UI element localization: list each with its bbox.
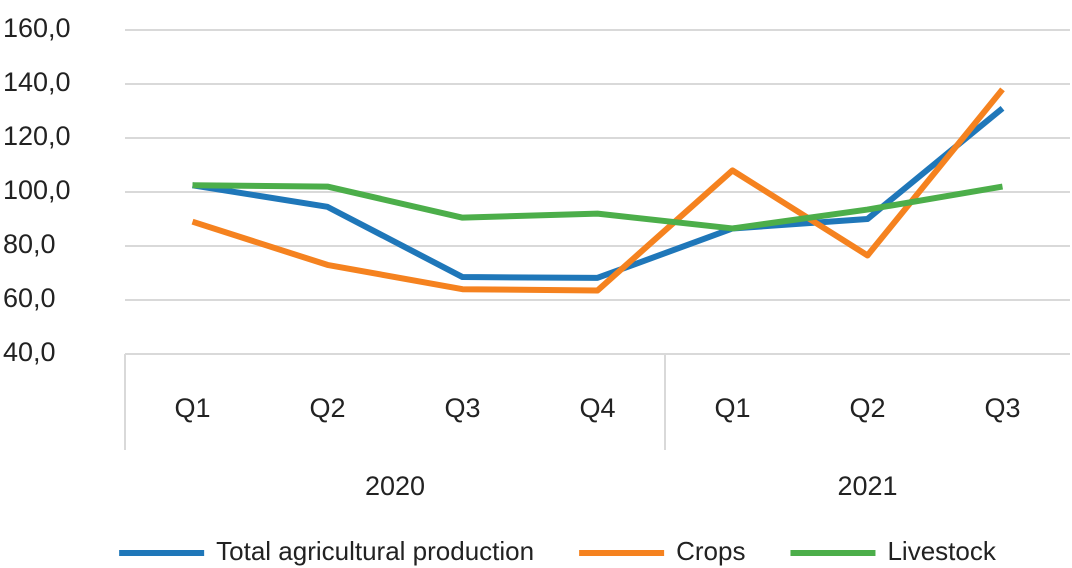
x-tick-label: Q1 bbox=[714, 393, 750, 423]
series-line bbox=[192, 182, 1004, 232]
x-tick-label: Q2 bbox=[849, 393, 885, 423]
legend-label: Total agricultural production bbox=[216, 536, 534, 566]
legend: Total agricultural production Crops Livest… bbox=[119, 536, 997, 566]
x-tick-label: Q2 bbox=[309, 393, 345, 423]
group-label: 2020 bbox=[365, 471, 425, 501]
x-tick-label: Q1 bbox=[174, 393, 210, 423]
series-line bbox=[192, 105, 1005, 281]
x-tick-label: Q4 bbox=[579, 393, 615, 423]
y-tick-label: 80,0 bbox=[3, 229, 56, 259]
x-tick-label: Q3 bbox=[984, 393, 1020, 423]
y-tick-label: 100,0 bbox=[3, 175, 71, 205]
series-line bbox=[191, 87, 1005, 294]
y-tick-label: 120,0 bbox=[3, 121, 71, 151]
y-tick-label: 40,0 bbox=[3, 337, 56, 367]
x-tick-label: Q3 bbox=[444, 393, 480, 423]
legend-label: Crops bbox=[676, 536, 745, 566]
y-tick-label: 140,0 bbox=[3, 67, 71, 97]
y-tick-label: 60,0 bbox=[3, 283, 56, 313]
legend-label: Livestock bbox=[887, 536, 996, 566]
group-label: 2021 bbox=[837, 471, 897, 501]
y-tick-label: 160,0 bbox=[3, 13, 71, 43]
